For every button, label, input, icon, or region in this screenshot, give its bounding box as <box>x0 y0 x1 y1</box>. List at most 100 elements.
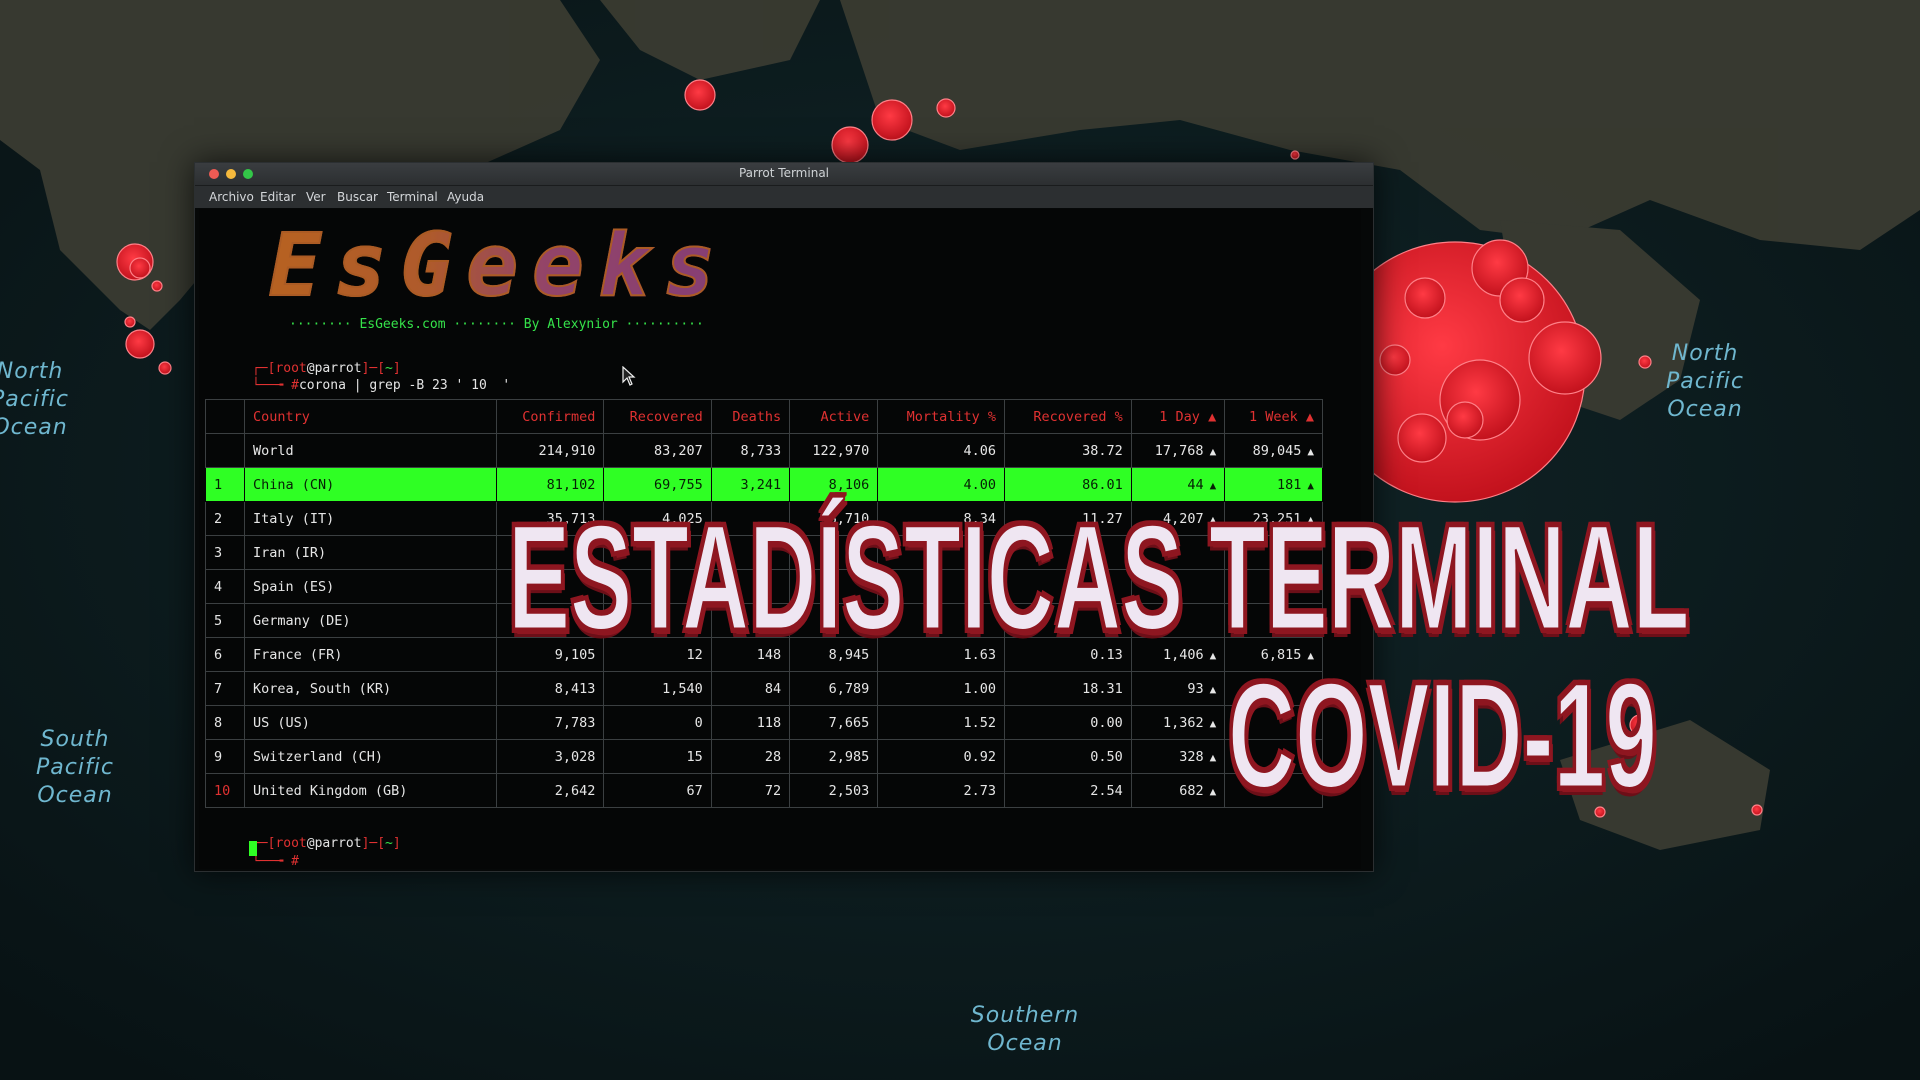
cell-active: 2,503 <box>789 773 879 808</box>
cell-mortality: 0.92 <box>877 739 1006 774</box>
cell-mortality: 1.00 <box>877 671 1006 706</box>
cell-confirmed: 7,783 <box>495 705 605 740</box>
outbreak-marker <box>1751 804 1763 816</box>
cell-value: 328 <box>1179 748 1204 765</box>
up-arrow-icon: ▲ <box>1209 682 1217 696</box>
menu-buscar[interactable]: Buscar <box>337 190 378 204</box>
up-arrow-icon: ▲ <box>1209 648 1217 662</box>
headline-title: ESTADÍSTICAS TERMINAL <box>507 493 1690 661</box>
cell-recovered-pct: 11.27 <box>1004 501 1132 536</box>
header-active: Active <box>789 399 879 434</box>
prompt-separator: ]─[ <box>361 361 386 376</box>
cell-rank: 3 <box>205 535 245 570</box>
prompt-host: parrot <box>314 361 362 376</box>
header-recovered: Recovered <box>603 399 712 434</box>
cell-deaths <box>710 501 791 536</box>
up-arrow-icon: ▲ <box>1307 478 1314 492</box>
minimize-window-button[interactable] <box>226 169 236 179</box>
up-arrow-icon: ▲ <box>1307 444 1314 458</box>
cell-deaths: 8,733 <box>710 433 791 468</box>
mouse-pointer-icon <box>622 366 636 386</box>
cell-country: Italy (IT) <box>244 501 497 536</box>
cell-rank: 8 <box>205 705 245 740</box>
cell-country: China (CN) <box>244 467 497 502</box>
cell-confirmed <box>495 569 605 604</box>
outbreak-marker <box>1404 277 1446 319</box>
cell-deaths: 84 <box>710 671 791 706</box>
cell-one-day: 17,768 ▲ <box>1130 433 1226 468</box>
cell-one-week <box>1224 569 1323 604</box>
cell-active: 8,106 <box>789 467 879 502</box>
outbreak-marker <box>158 361 172 375</box>
header-one-day: 1 Day ▲ <box>1130 399 1226 434</box>
cell-one-day: 328 ▲ <box>1130 739 1226 774</box>
cell-confirmed: 9,105 <box>495 637 605 672</box>
up-arrow-icon: ▲ <box>1307 648 1314 662</box>
outbreak-marker <box>936 98 956 118</box>
prompt-hash: # <box>291 854 299 869</box>
table-row: 7 Korea, South (KR) 8,413 1,540 84 6,789 1.00 1… <box>205 671 1323 706</box>
menu-ver[interactable]: Ver <box>306 190 326 204</box>
cell-deaths <box>710 569 791 604</box>
cell-one-week <box>1224 671 1323 706</box>
cell-country: Germany (DE) <box>244 603 497 638</box>
ocean-label-southern: Southern Ocean <box>970 1003 1080 1056</box>
headline-subtitle: COVID-19 <box>1227 651 1658 819</box>
outbreak-marker <box>1446 401 1484 439</box>
terminal-window[interactable]: Parrot Terminal Archivo Editar Ver Busca… <box>194 162 1374 872</box>
cell-value: 4,207 <box>1162 510 1204 527</box>
cell-value: 1,406 <box>1162 646 1204 663</box>
outbreak-marker <box>129 257 151 279</box>
cell-one-day: 44 ▲ <box>1130 467 1226 502</box>
cell-recovered: 83,207 <box>603 433 712 468</box>
prompt-line: ┌─[root@parrot]─[~] <box>205 346 401 391</box>
command-line-2[interactable]: └──╼ # <box>205 839 299 869</box>
cell-rank: 10 <box>205 773 245 808</box>
header-one-week: 1 Week ▲ <box>1224 399 1323 434</box>
cell-recovered: 69,755 <box>603 467 712 502</box>
terminal-screen[interactable]: EsGeeks ········ EsGeeks.com ········ By… <box>199 209 1361 869</box>
outbreak-marker <box>684 79 716 111</box>
cell-rank <box>205 433 245 468</box>
cell-recovered-pct: 86.01 <box>1004 467 1132 502</box>
cell-rank: 2 <box>205 501 245 536</box>
maximize-window-button[interactable] <box>243 169 253 179</box>
up-arrow-icon: ▲ <box>1209 512 1217 526</box>
cell-mortality: 2.73 <box>877 773 1006 808</box>
cell-one-week: 181 ▲ <box>1224 467 1323 502</box>
outbreak-marker <box>1397 413 1447 463</box>
cell-mortality: 8.34 <box>877 501 1006 536</box>
close-window-button[interactable] <box>209 169 219 179</box>
cell-one-day: 93 ▲ <box>1130 671 1226 706</box>
cell-deaths <box>710 603 791 638</box>
cell-active: 7,665 <box>789 705 879 740</box>
cell-one-day <box>1130 603 1226 638</box>
cell-recovered-pct: 0.50 <box>1004 739 1132 774</box>
header-deaths: Deaths <box>710 399 791 434</box>
header-country: Country <box>244 399 497 434</box>
cell-recovered: 15 <box>603 739 712 774</box>
prompt-at: @ <box>306 361 315 376</box>
menu-ayuda[interactable]: Ayuda <box>447 190 485 204</box>
cell-value: 93 <box>1187 680 1204 697</box>
cell-active: 6,789 <box>789 671 879 706</box>
up-arrow-icon: ▲ <box>1209 478 1217 492</box>
window-titlebar[interactable]: Parrot Terminal <box>195 163 1373 186</box>
cell-recovered: 67 <box>603 773 712 808</box>
cell-rank: 9 <box>205 739 245 774</box>
cell-confirmed <box>495 603 605 638</box>
outbreak-marker <box>125 329 155 359</box>
menu-editar[interactable]: Editar <box>260 190 296 204</box>
cell-value: 17,768 <box>1154 442 1204 459</box>
menu-bar: Archivo Editar Ver Buscar Terminal Ayuda <box>195 186 1373 208</box>
esgeeks-ascii-logo: EsGeeks <box>268 216 730 316</box>
cell-deaths: 118 <box>710 705 791 740</box>
cell-rank: 1 <box>205 467 245 502</box>
up-arrow-icon: ▲ <box>1209 716 1217 730</box>
banner-line: ········ EsGeeks.com ········ By Alexyni… <box>289 317 704 332</box>
outbreak-marker <box>151 280 163 292</box>
table-row: 6 France (FR) 9,105 12 148 8,945 1.63 0.13 1,406… <box>205 637 1323 672</box>
menu-terminal[interactable]: Terminal <box>387 190 438 204</box>
cell-country: France (FR) <box>244 637 497 672</box>
menu-archivo[interactable]: Archivo <box>209 190 254 204</box>
